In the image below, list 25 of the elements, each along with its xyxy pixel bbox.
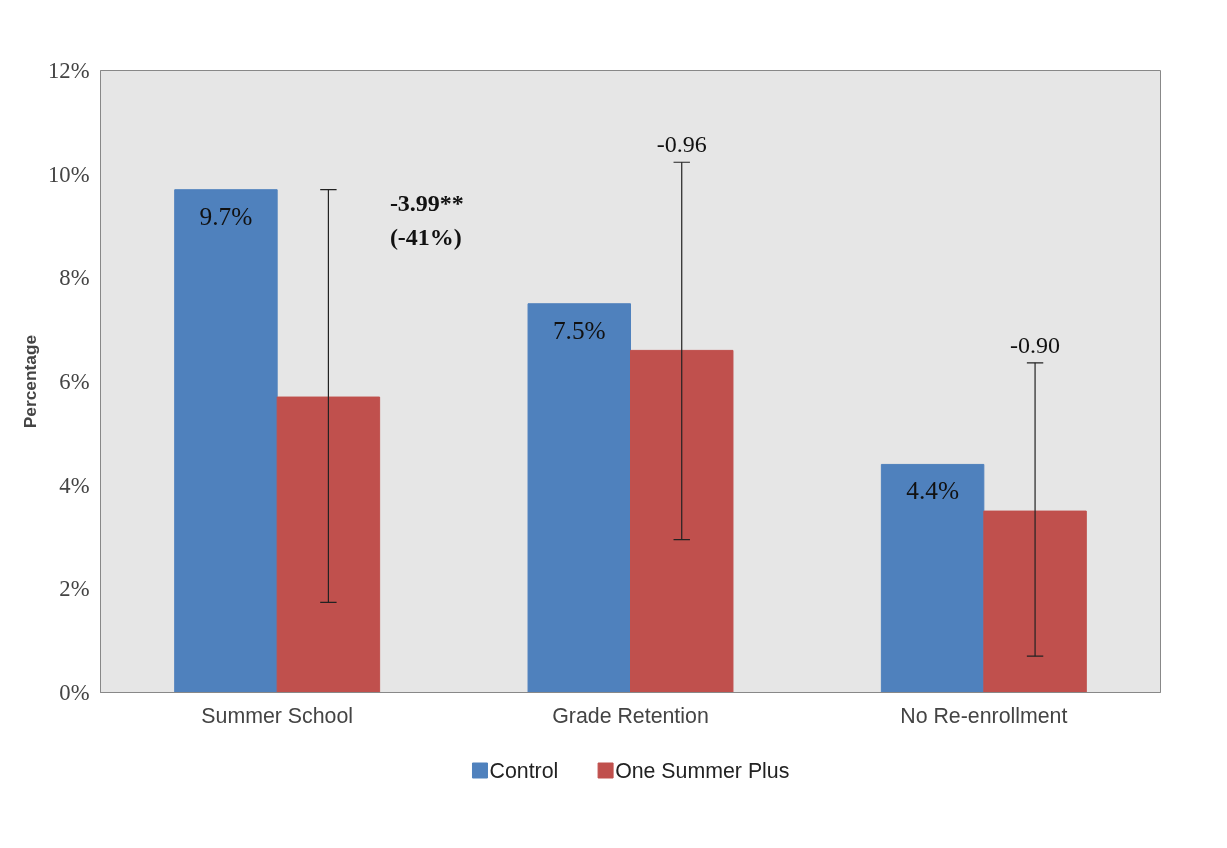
bar xyxy=(630,349,734,693)
annotation: -3.99** (-41%) xyxy=(389,189,464,250)
x-tick-label: No Re-enrollment xyxy=(900,703,1068,728)
data-label: 4.4% xyxy=(906,476,959,505)
y-tick-label: 6% xyxy=(59,369,90,394)
bar xyxy=(174,189,278,693)
legend-label: One Summer Plus xyxy=(615,758,790,783)
y-tick-label: 8% xyxy=(59,265,90,291)
data-label: 9.7% xyxy=(199,201,253,230)
bar xyxy=(983,510,1087,693)
data-label: 7.5% xyxy=(552,315,606,344)
y-axis-title: Percentage xyxy=(19,334,40,429)
y-tick-label: 4% xyxy=(59,472,90,498)
y-tick-label: 0% xyxy=(59,680,90,705)
annotation: -0.96 xyxy=(656,131,707,158)
bar xyxy=(527,303,631,693)
y-tick-label: 10% xyxy=(47,161,90,187)
y-tick-label: 2% xyxy=(59,576,90,602)
legend-label: Control xyxy=(489,758,559,783)
annotation: -0.90 xyxy=(1010,331,1061,358)
bar xyxy=(276,396,381,693)
x-tick-label: Summer School xyxy=(201,703,354,728)
y-tick-label: 12% xyxy=(47,58,90,83)
x-tick-label: Grade Retention xyxy=(552,703,709,728)
bar xyxy=(880,463,985,693)
